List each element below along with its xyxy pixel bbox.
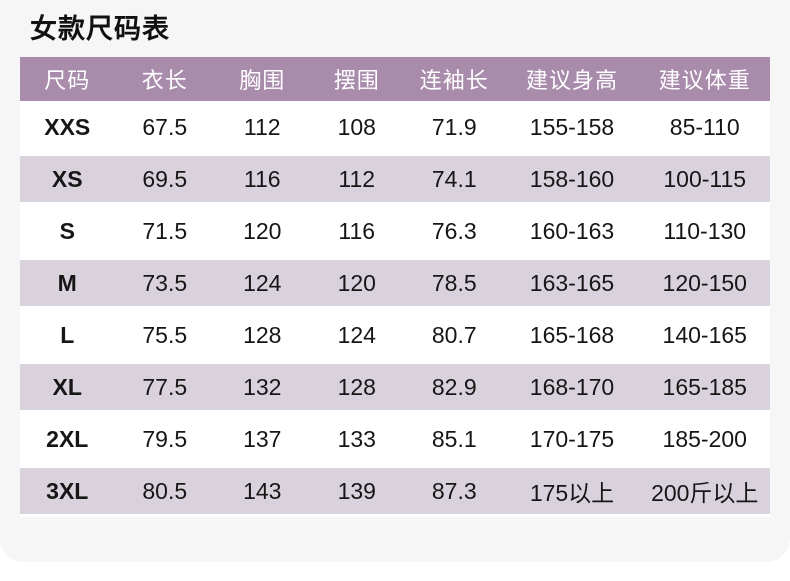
table-row: XL 77.5 132 128 82.9 168-170 165-185 <box>20 361 770 413</box>
table-cell: 139 <box>309 465 404 517</box>
table-cell: 165-168 <box>504 309 640 361</box>
table-cell: 155-158 <box>504 101 640 153</box>
table-row: XXS 67.5 112 108 71.9 155-158 85-110 <box>20 101 770 153</box>
table-cell: 110-130 <box>639 205 770 257</box>
table-cell: 128 <box>215 309 310 361</box>
table-cell: XS <box>20 153 115 205</box>
table-cell: 108 <box>309 101 404 153</box>
table-cell: 143 <box>215 465 310 517</box>
table-cell: 67.5 <box>114 101 215 153</box>
table-cell: 200斤以上 <box>639 465 770 517</box>
table-cell: 112 <box>215 101 310 153</box>
table-cell: 80.5 <box>114 465 215 517</box>
table-body: XXS 67.5 112 108 71.9 155-158 85-110 XS 69.5 116 1… <box>20 101 770 517</box>
col-header-weight: 建议体重 <box>639 57 770 101</box>
table-cell: 76.3 <box>404 205 505 257</box>
col-header-sleeve: 连袖长 <box>404 57 505 101</box>
table-cell: 116 <box>215 153 310 205</box>
table-row: 2XL 79.5 137 133 85.1 170-175 185-200 <box>20 413 770 465</box>
table-cell: 71.5 <box>114 205 215 257</box>
table-cell: 3XL <box>20 465 115 517</box>
table-cell: 158-160 <box>504 153 640 205</box>
col-header-hem: 摆围 <box>309 57 404 101</box>
table-cell: 85.1 <box>404 413 505 465</box>
table-cell: 100-115 <box>639 153 770 205</box>
table-cell: 79.5 <box>114 413 215 465</box>
table-cell: 128 <box>309 361 404 413</box>
table-cell: 74.1 <box>404 153 505 205</box>
table-cell: 124 <box>215 257 310 309</box>
table-row: XS 69.5 116 112 74.1 158-160 100-115 <box>20 153 770 205</box>
table-row: 3XL 80.5 143 139 87.3 175以上 200斤以上 <box>20 465 770 517</box>
table-cell: 120 <box>309 257 404 309</box>
table-cell: 77.5 <box>114 361 215 413</box>
table-cell: 71.9 <box>404 101 505 153</box>
table-cell: 80.7 <box>404 309 505 361</box>
table-cell: 165-185 <box>639 361 770 413</box>
col-header-height: 建议身高 <box>504 57 640 101</box>
table-row: M 73.5 124 120 78.5 163-165 120-150 <box>20 257 770 309</box>
table-cell: 116 <box>309 205 404 257</box>
table-cell: M <box>20 257 115 309</box>
table-cell: 137 <box>215 413 310 465</box>
table-cell: 160-163 <box>504 205 640 257</box>
table-cell: 120-150 <box>639 257 770 309</box>
header-row: 尺码 衣长 胸围 摆围 连袖长 建议身高 建议体重 <box>20 57 770 101</box>
col-header-size: 尺码 <box>20 57 115 101</box>
table-cell: 82.9 <box>404 361 505 413</box>
table-cell: 170-175 <box>504 413 640 465</box>
table-cell: 73.5 <box>114 257 215 309</box>
table-cell: 69.5 <box>114 153 215 205</box>
table-cell: 78.5 <box>404 257 505 309</box>
table-cell: 132 <box>215 361 310 413</box>
size-chart-card: 女款尺码表 尺码 衣长 胸围 摆围 连袖长 建议身高 建议体重 <box>20 14 770 517</box>
table-row: L 75.5 128 124 80.7 165-168 140-165 <box>20 309 770 361</box>
col-header-length: 衣长 <box>114 57 215 101</box>
col-header-bust: 胸围 <box>215 57 310 101</box>
table-cell: 163-165 <box>504 257 640 309</box>
size-table: 尺码 衣长 胸围 摆围 连袖长 建议身高 建议体重 XXS 67.5 112 108 7… <box>20 57 770 517</box>
table-cell: XL <box>20 361 115 413</box>
table-cell: 140-165 <box>639 309 770 361</box>
table-cell: 120 <box>215 205 310 257</box>
table-cell: S <box>20 205 115 257</box>
table-cell: 175以上 <box>504 465 640 517</box>
table-cell: L <box>20 309 115 361</box>
table-row: S 71.5 120 116 76.3 160-163 110-130 <box>20 205 770 257</box>
table-cell: 87.3 <box>404 465 505 517</box>
table-cell: 112 <box>309 153 404 205</box>
table-cell: 124 <box>309 309 404 361</box>
table-cell: 133 <box>309 413 404 465</box>
table-cell: 2XL <box>20 413 115 465</box>
page-title: 女款尺码表 <box>30 14 170 44</box>
table-cell: 85-110 <box>639 101 770 153</box>
table-cell: 185-200 <box>639 413 770 465</box>
table-cell: 75.5 <box>114 309 215 361</box>
table-cell: XXS <box>20 101 115 153</box>
table-cell: 168-170 <box>504 361 640 413</box>
